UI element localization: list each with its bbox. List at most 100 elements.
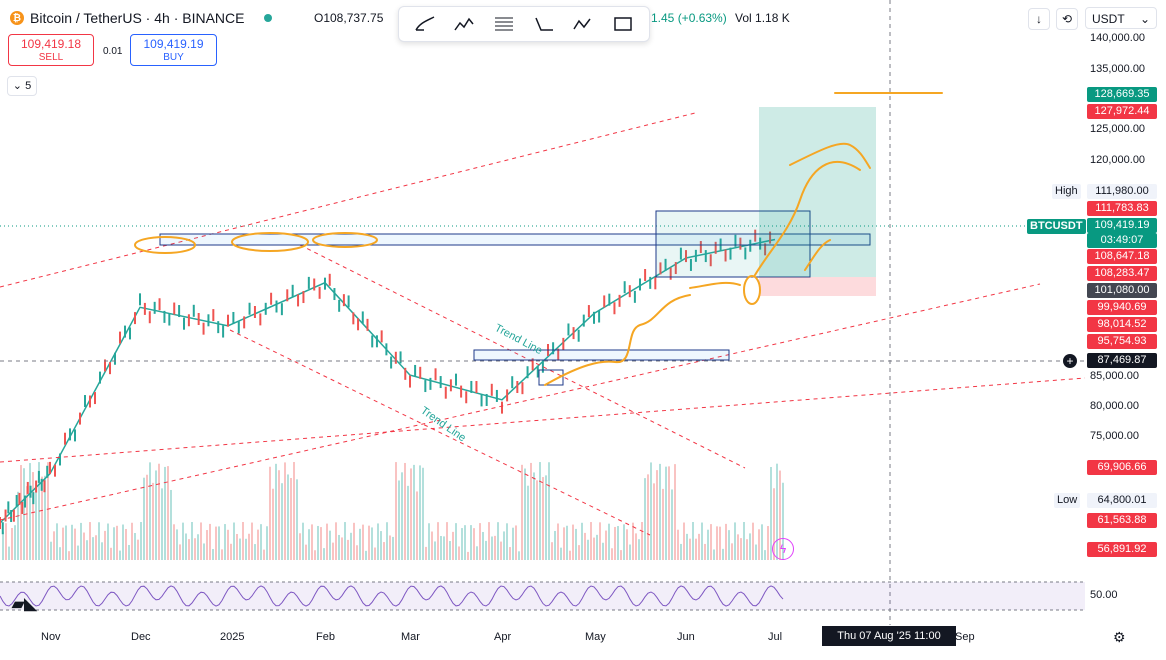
- volume-bar: [305, 544, 307, 560]
- support-zone[interactable]: [473, 349, 730, 361]
- volume-bar: [662, 488, 664, 560]
- axis-price-135000: 135,000.00: [1090, 63, 1146, 75]
- rsi-path: [0, 585, 784, 607]
- time-label-jul: Jul: [768, 631, 783, 643]
- volume-bar: [233, 522, 235, 560]
- volume-bar: [272, 488, 274, 560]
- volume-bar: [602, 542, 604, 560]
- volume-bar: [608, 523, 610, 560]
- volume-bar: [401, 472, 403, 560]
- small-zone[interactable]: [538, 369, 564, 386]
- volume-bar: [710, 524, 712, 560]
- long-position-target[interactable]: [759, 107, 876, 277]
- volume-bar: [743, 522, 745, 560]
- bitcoin-icon: ₿: [10, 11, 24, 25]
- time-label-mar: Mar: [401, 631, 420, 643]
- volume-bar: [443, 536, 445, 560]
- volume-bar: [17, 491, 19, 560]
- volume-bar: [461, 528, 463, 560]
- gear-icon[interactable]: ⚙: [1113, 629, 1126, 645]
- add-alert-icon[interactable]: +: [1063, 354, 1077, 368]
- trend-line-upper: [0, 112, 696, 288]
- volume-bar: [266, 526, 268, 560]
- volume-bar: [89, 522, 91, 560]
- sell-button[interactable]: 109,419.18 SELL: [8, 34, 94, 66]
- volume-bar: [338, 534, 340, 560]
- price-tag-2: 127,972.44: [1087, 104, 1157, 119]
- volume-bar: [227, 529, 229, 560]
- volume-bar: [758, 529, 760, 560]
- volume-bar: [236, 533, 238, 560]
- volume-bar: [476, 546, 478, 560]
- volume-bar: [488, 522, 490, 560]
- volume-bar: [578, 545, 580, 560]
- price-tag-8: 108,283.47: [1087, 266, 1157, 281]
- volume-bar: [560, 547, 562, 560]
- volume-bar: [380, 531, 382, 560]
- volume-bar: [197, 534, 199, 560]
- volume-bar: [302, 522, 304, 560]
- volume-bar: [605, 530, 607, 560]
- volume-bar: [290, 477, 292, 560]
- volume-bar: [263, 549, 265, 560]
- volume-bar: [755, 544, 757, 560]
- axis-price-125000: 125,000.00: [1090, 123, 1146, 135]
- volume-bar: [119, 550, 121, 560]
- volume-bar: [494, 535, 496, 560]
- volume-bar: [464, 525, 466, 560]
- axis-price-120000: 120,000.00: [1090, 154, 1146, 166]
- volume-bar: [296, 479, 298, 560]
- elliott-wave-icon[interactable]: [450, 10, 478, 38]
- volume-bar: [506, 523, 508, 560]
- volume-bar: [239, 538, 241, 560]
- rectangle-tool-icon[interactable]: [609, 10, 637, 38]
- volume-bar: [182, 522, 184, 560]
- volume-bar: [350, 532, 352, 560]
- abcd-pattern-icon[interactable]: [569, 10, 597, 38]
- currency-select[interactable]: USDT ⌄: [1085, 7, 1157, 29]
- volume-bar: [713, 549, 715, 560]
- volume-bar: [533, 472, 535, 560]
- volume-bar: [158, 463, 160, 560]
- volume-bar: [299, 533, 301, 560]
- indicators-toggle-button[interactable]: ⌄ 5: [7, 76, 37, 96]
- volume-bar: [209, 523, 211, 560]
- volume-bar: [383, 542, 385, 560]
- volume-bar: [563, 527, 565, 560]
- pattern-tool-icon[interactable]: [530, 10, 558, 38]
- volume-bar: [245, 538, 247, 560]
- price-tag-target: 128,669.35: [1087, 87, 1157, 102]
- trend-line-label-2: Trend Line: [418, 405, 468, 445]
- tradingview-logo: ▰◣: [12, 596, 37, 613]
- buy-button[interactable]: 109,419.19 BUY: [130, 34, 217, 66]
- volume-bar: [32, 472, 34, 560]
- volume-bar: [548, 462, 550, 560]
- volume-bar: [644, 478, 646, 560]
- volume-bar: [650, 462, 652, 560]
- volume-bar: [98, 522, 100, 560]
- volume-bar: [176, 529, 178, 560]
- volume-bar: [2, 531, 4, 560]
- volume-bar: [311, 524, 313, 560]
- volume-bar: [167, 466, 169, 560]
- brush-tool-icon[interactable]: [411, 10, 439, 38]
- price-tag-4: 111,783.83: [1087, 201, 1157, 216]
- range-box[interactable]: [655, 210, 811, 278]
- symbol-header[interactable]: ₿ Bitcoin / TetherUS · 4h · BINANCE: [10, 10, 273, 26]
- volume-bar: [704, 543, 706, 560]
- resistance-zone[interactable]: [159, 233, 871, 246]
- volume-bar: [668, 466, 670, 560]
- volume-bar: [29, 463, 31, 560]
- volume-bar: [479, 523, 481, 560]
- volume-bar: [365, 550, 367, 560]
- fib-retracement-icon[interactable]: [490, 10, 518, 38]
- replay-icon[interactable]: ⟲: [1056, 8, 1078, 30]
- volume-bar: [653, 483, 655, 560]
- arrow-down-icon[interactable]: ↓: [1028, 8, 1050, 30]
- volume-bar: [593, 537, 595, 560]
- lightning-icon[interactable]: ϟ: [772, 538, 794, 560]
- volume-bar: [779, 470, 781, 560]
- volume-bar: [734, 522, 736, 560]
- long-position-stop[interactable]: [759, 277, 876, 296]
